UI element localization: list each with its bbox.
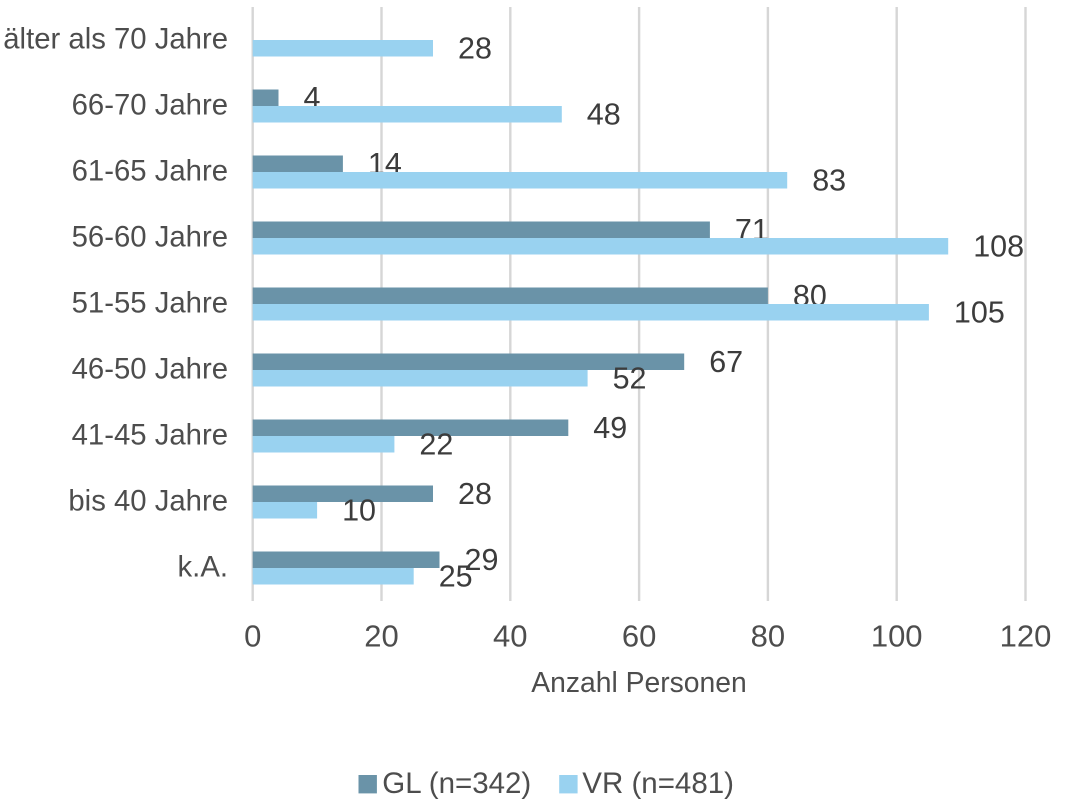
svg-text:28: 28 [458,477,492,511]
svg-text:k.A.: k.A. [178,551,228,584]
svg-text:100: 100 [871,619,923,654]
svg-text:29: 29 [465,543,499,577]
svg-text:49: 49 [593,411,627,445]
svg-text:GL (n=342): GL (n=342) [382,767,531,800]
svg-text:51-55 Jahre: 51-55 Jahre [72,287,228,320]
svg-text:älter als 70 Jahre: älter als 70 Jahre [3,23,228,56]
svg-text:Anzahl Personen: Anzahl Personen [531,666,747,698]
svg-text:105: 105 [954,295,1005,329]
svg-text:52: 52 [613,361,647,395]
svg-text:83: 83 [812,163,846,197]
svg-text:48: 48 [587,97,621,131]
svg-text:20: 20 [364,619,398,654]
svg-text:60: 60 [622,619,656,654]
svg-text:bis 40 Jahre: bis 40 Jahre [68,485,228,518]
svg-text:10: 10 [342,493,376,527]
svg-text:41-45 Jahre: 41-45 Jahre [72,419,228,452]
svg-text:VR (n=481): VR (n=481) [582,767,734,800]
svg-text:56-60 Jahre: 56-60 Jahre [72,221,228,254]
svg-text:66-70 Jahre: 66-70 Jahre [72,89,228,122]
svg-text:0: 0 [244,619,261,654]
svg-text:80: 80 [751,619,785,654]
svg-text:25: 25 [439,559,473,593]
svg-text:120: 120 [1000,619,1052,654]
svg-text:40: 40 [493,619,527,654]
svg-text:46-50 Jahre: 46-50 Jahre [72,353,228,386]
svg-text:67: 67 [709,345,743,379]
svg-text:108: 108 [973,229,1024,263]
svg-text:22: 22 [419,427,453,461]
svg-text:61-65 Jahre: 61-65 Jahre [72,155,228,188]
svg-text:28: 28 [458,31,492,65]
